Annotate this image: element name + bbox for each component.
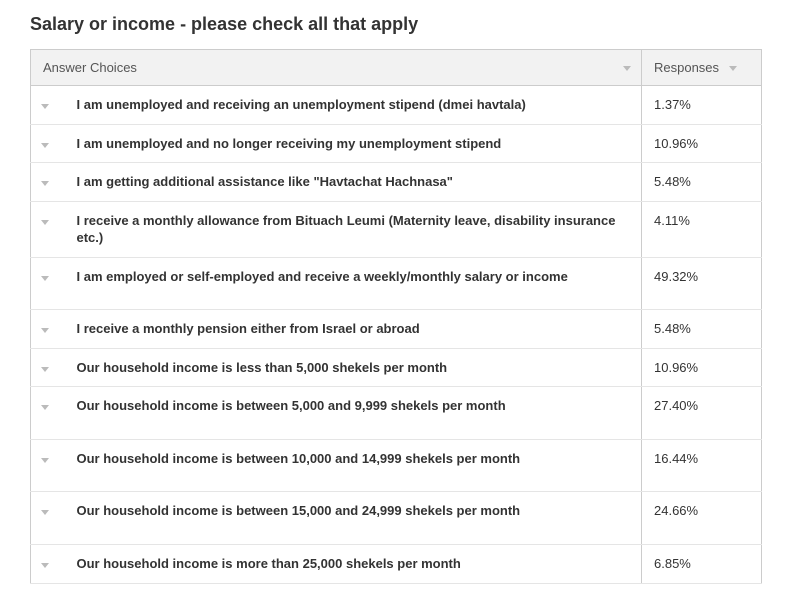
response-percentage: 24.66%	[642, 492, 762, 545]
chevron-down-icon	[41, 563, 49, 568]
response-percentage: 1.37%	[642, 86, 762, 125]
row-expander[interactable]	[31, 348, 65, 387]
chevron-down-icon	[41, 143, 49, 148]
response-percentage: 5.48%	[642, 310, 762, 349]
chevron-down-icon	[41, 104, 49, 109]
response-percentage: 4.11%	[642, 201, 762, 257]
response-percentage: 16.44%	[642, 439, 762, 492]
answer-choice-label: Our household income is more than 25,000…	[65, 545, 642, 584]
table-row: Our household income is between 5,000 an…	[31, 387, 762, 440]
chevron-down-icon	[41, 458, 49, 463]
chevron-down-icon	[41, 405, 49, 410]
response-percentage: 10.96%	[642, 348, 762, 387]
table-row: I am unemployed and receiving an unemplo…	[31, 86, 762, 125]
answer-choice-label: I am unemployed and receiving an unemplo…	[65, 86, 642, 125]
row-expander[interactable]	[31, 257, 65, 310]
answer-choice-label: Our household income is between 10,000 a…	[65, 439, 642, 492]
chevron-down-icon	[729, 66, 737, 71]
header-answer-choices-label: Answer Choices	[43, 60, 137, 75]
row-expander[interactable]	[31, 124, 65, 163]
answer-choice-label: I am getting additional assistance like …	[65, 163, 642, 202]
question-title: Salary or income - please check all that…	[30, 14, 762, 35]
response-percentage: 27.40%	[642, 387, 762, 440]
chevron-down-icon	[41, 181, 49, 186]
table-row: I receive a monthly pension either from …	[31, 310, 762, 349]
answer-choice-label: I am unemployed and no longer receiving …	[65, 124, 642, 163]
header-answer-choices[interactable]: Answer Choices	[31, 50, 642, 86]
row-expander[interactable]	[31, 387, 65, 440]
table-row: Our household income is between 15,000 a…	[31, 492, 762, 545]
chevron-down-icon	[623, 66, 631, 71]
answer-choice-label: I receive a monthly allowance from Bitua…	[65, 201, 642, 257]
table-row: I am unemployed and no longer receiving …	[31, 124, 762, 163]
row-expander[interactable]	[31, 310, 65, 349]
table-row: I receive a monthly allowance from Bitua…	[31, 201, 762, 257]
table-row: Our household income is more than 25,000…	[31, 545, 762, 584]
row-expander[interactable]	[31, 492, 65, 545]
chevron-down-icon	[41, 328, 49, 333]
row-expander[interactable]	[31, 201, 65, 257]
chevron-down-icon	[41, 510, 49, 515]
chevron-down-icon	[41, 367, 49, 372]
results-table: Answer Choices Responses I am unemployed…	[30, 49, 762, 584]
header-responses-label: Responses	[654, 60, 719, 75]
answer-choice-label: I receive a monthly pension either from …	[65, 310, 642, 349]
row-expander[interactable]	[31, 163, 65, 202]
response-percentage: 6.85%	[642, 545, 762, 584]
row-expander[interactable]	[31, 439, 65, 492]
chevron-down-icon	[41, 276, 49, 281]
response-percentage: 49.32%	[642, 257, 762, 310]
row-expander[interactable]	[31, 86, 65, 125]
response-percentage: 10.96%	[642, 124, 762, 163]
answer-choice-label: I am employed or self-employed and recei…	[65, 257, 642, 310]
table-row: I am employed or self-employed and recei…	[31, 257, 762, 310]
table-row: Our household income is between 10,000 a…	[31, 439, 762, 492]
answer-choice-label: Our household income is less than 5,000 …	[65, 348, 642, 387]
header-responses[interactable]: Responses	[642, 50, 762, 86]
table-row: I am getting additional assistance like …	[31, 163, 762, 202]
answer-choice-label: Our household income is between 5,000 an…	[65, 387, 642, 440]
table-row: Our household income is less than 5,000 …	[31, 348, 762, 387]
chevron-down-icon	[41, 220, 49, 225]
response-percentage: 5.48%	[642, 163, 762, 202]
answer-choice-label: Our household income is between 15,000 a…	[65, 492, 642, 545]
row-expander[interactable]	[31, 545, 65, 584]
